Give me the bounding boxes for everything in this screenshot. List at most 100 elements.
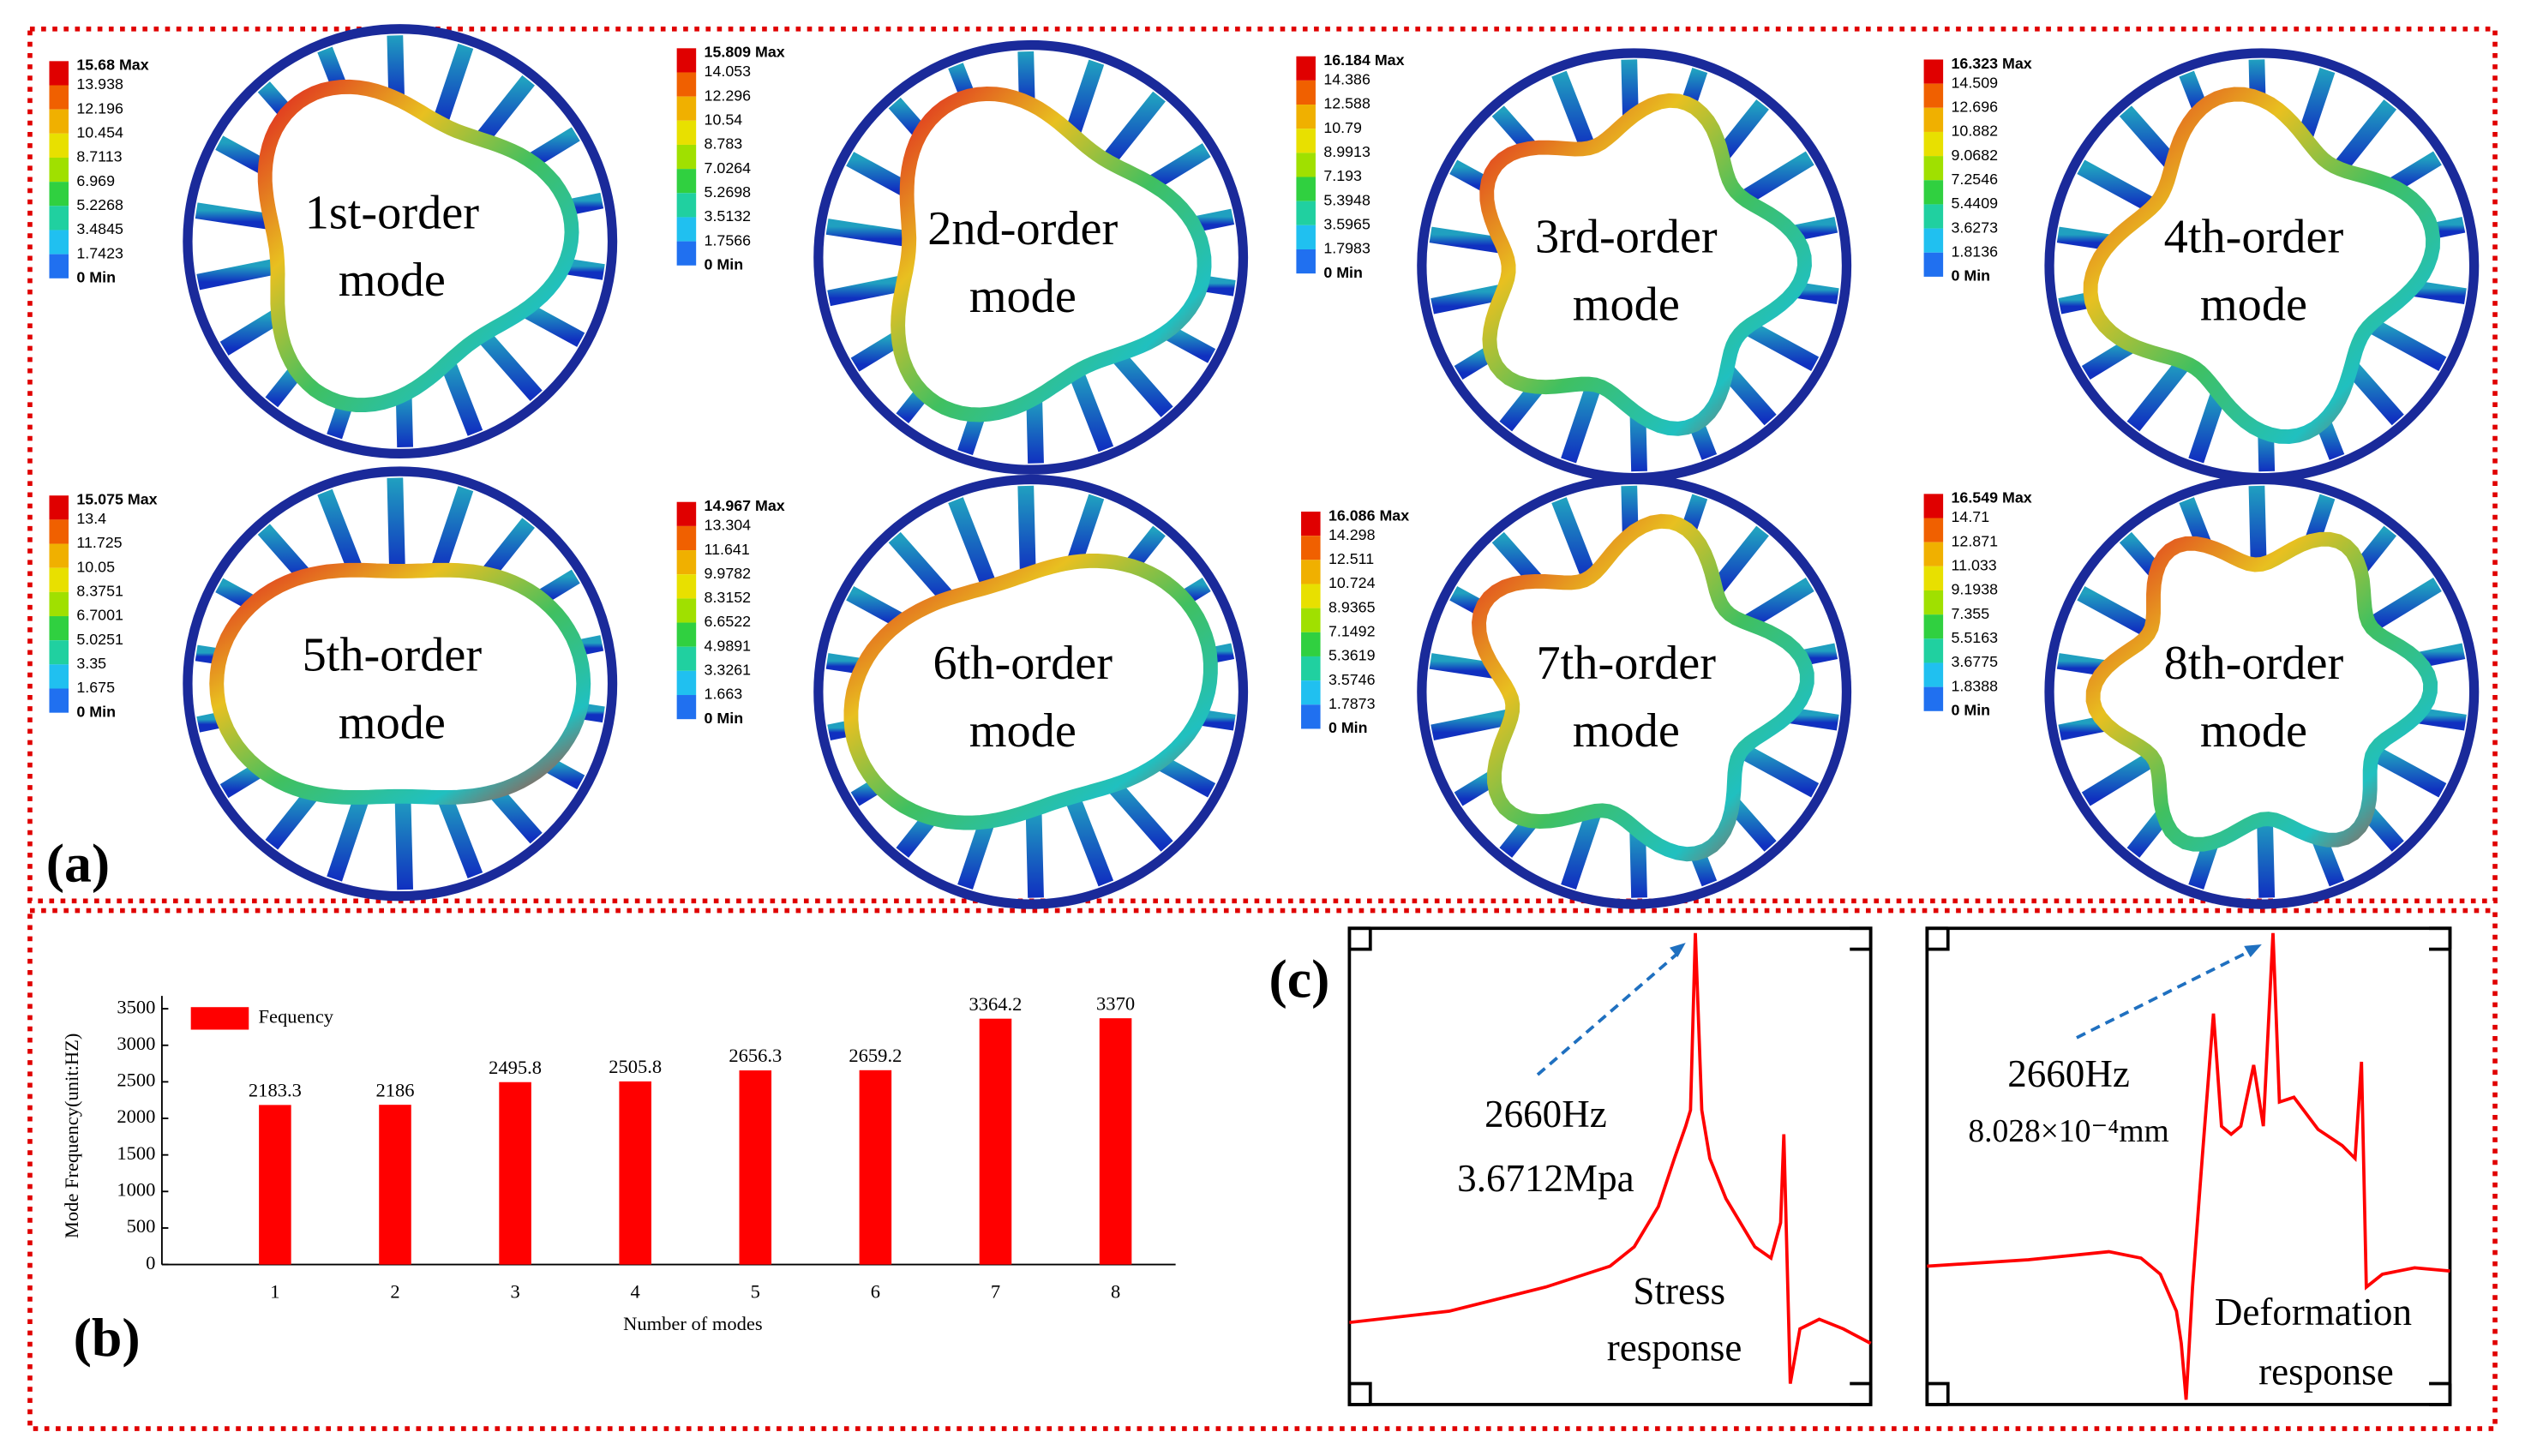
spoke (2257, 818, 2276, 898)
spoke (317, 488, 363, 573)
colorbar-cell (1923, 542, 1944, 566)
y-tick-label: 500 (127, 1215, 156, 1237)
colorbar-label: 9.9782 (705, 565, 752, 582)
spoke (265, 788, 320, 850)
data-label: 3370 (1096, 992, 1135, 1014)
colorbar-label: 13.938 (76, 75, 123, 93)
x-axis-label: Number of modes (623, 1313, 763, 1334)
colorbar-label: 8.9365 (1328, 598, 1376, 615)
mode-label: mode (339, 696, 446, 749)
spoke (2345, 361, 2404, 426)
spoke (846, 152, 911, 197)
spoke (526, 127, 580, 169)
colorbar-cell (1296, 56, 1316, 81)
colorbar-cell (1923, 59, 1944, 84)
colorbar-label: 5.2268 (76, 196, 123, 213)
colorbar-label: 10.882 (1952, 123, 1999, 140)
colorbar-cell (1296, 129, 1316, 153)
spoke (888, 531, 955, 604)
spoke (430, 486, 474, 573)
panel-label: (a) (46, 832, 110, 893)
outer-ring (813, 39, 1249, 475)
colorbar-label: 14.71 (1952, 508, 1990, 525)
colorbar-cell (1923, 252, 1944, 277)
bar (1099, 1018, 1132, 1265)
colorbar-cell (676, 525, 697, 551)
spoke (846, 586, 906, 629)
colorbar-cell (676, 598, 697, 623)
inner-ring (1472, 513, 1814, 862)
spoke (1551, 70, 1596, 152)
colorbar-label: 5.4409 (1952, 195, 1999, 212)
colorbar-cell (1296, 153, 1316, 177)
colorbar-label: 15.68 Max (76, 57, 148, 74)
spoke (481, 518, 535, 579)
spoke (477, 329, 543, 402)
colorbar-cell (676, 241, 697, 266)
y-tick-label: 2000 (117, 1105, 155, 1127)
y-tick-label: 1000 (117, 1178, 155, 1200)
colorbar-cell (49, 591, 69, 617)
inner-ring (843, 553, 1218, 830)
colorbar-cell (49, 85, 69, 110)
colorbar-cell (676, 550, 697, 575)
spoke (1147, 143, 1211, 191)
colorbar-label: 3.35 (76, 655, 106, 672)
spoke (1155, 755, 1216, 798)
spoke (2077, 159, 2157, 213)
colorbar-cell (1296, 177, 1316, 201)
colorbar-cell (676, 96, 697, 121)
colorbar-cell (676, 48, 697, 73)
colorbar-cell (1923, 590, 1944, 615)
spoke (1491, 531, 1544, 587)
spoke (1107, 780, 1173, 852)
annotation: 8.028×10⁻⁴mm (1968, 1114, 2168, 1149)
data-label: 2505.8 (609, 1056, 662, 1077)
spoke (257, 524, 311, 582)
spoke (1629, 413, 1647, 472)
data-label: 2495.8 (489, 1057, 542, 1078)
spoke (1561, 381, 1602, 464)
colorbar-label: 13.304 (705, 517, 752, 534)
spoke (2387, 151, 2442, 193)
spoke (387, 35, 405, 99)
colorbar-cell (49, 495, 69, 520)
colorbar-cell (49, 567, 69, 592)
mode-label: mode (969, 270, 1077, 323)
spoke (1162, 324, 1216, 363)
x-tick-label: 4 (631, 1281, 640, 1303)
colorbar-cell (1923, 156, 1944, 181)
spoke (1101, 91, 1166, 166)
spoke (2081, 751, 2158, 806)
colorbar-label: 12.511 (1328, 550, 1374, 567)
spoke (827, 275, 905, 307)
colorbar-cell (676, 646, 697, 671)
panel-label: (b) (74, 1307, 141, 1368)
colorbar-cell (1923, 228, 1944, 253)
x-tick-label: 5 (751, 1281, 760, 1303)
spoke (475, 75, 535, 145)
spoke (1551, 497, 1598, 581)
spoke (1743, 320, 1820, 372)
x-tick-label: 8 (1111, 1281, 1120, 1303)
colorbar-label: 12.696 (1952, 98, 1999, 115)
spoke (1429, 226, 1504, 254)
data-label: 3364.2 (969, 993, 1023, 1015)
spoke (1017, 485, 1036, 575)
spoke (1430, 708, 1514, 740)
colorbar-label: 6.969 (76, 172, 115, 189)
data-label: 2656.3 (729, 1045, 782, 1066)
x-tick-label: 2 (390, 1281, 399, 1303)
colorbar-cell (1296, 80, 1316, 105)
colorbar-label: 14.386 (1323, 71, 1370, 88)
colorbar-label: 3.6775 (1952, 653, 1999, 670)
bar (859, 1070, 892, 1265)
colorbar-label: 8.9913 (1323, 143, 1370, 160)
colorbar-label: 0 Min (76, 268, 116, 285)
colorbar-cell (49, 206, 69, 231)
spoke (387, 477, 405, 572)
mode-label: 5th-order (303, 629, 483, 682)
spoke (2369, 746, 2447, 798)
colorbar-cell (49, 616, 69, 641)
colorbar-label: 1.663 (705, 686, 743, 703)
